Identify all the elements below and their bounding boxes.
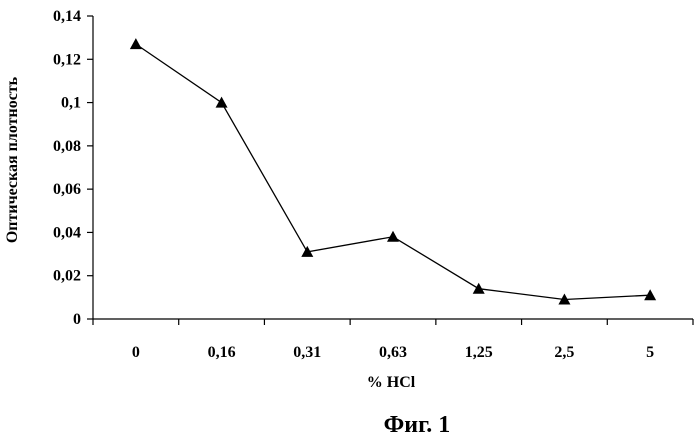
x-tick-label: 0,31 (293, 344, 321, 361)
y-axis-ticks: 0 0,02 0,04 0,06 0,08 0,1 0,12 0,14 (53, 8, 93, 328)
y-tick-label: 0,06 (53, 181, 81, 198)
data-point-marker (387, 231, 399, 242)
series-line (136, 44, 650, 299)
x-axis-title: % HCl (367, 374, 416, 391)
figure-caption: Фиг. 1 (384, 412, 451, 438)
x-tick-label: 2,5 (554, 344, 574, 361)
y-tick-label: 0,14 (53, 8, 81, 25)
x-tick-label: 5 (646, 344, 654, 361)
y-axis-title: Оптическая плотность (4, 76, 21, 243)
data-point-marker (644, 289, 656, 300)
y-tick-label: 0,1 (61, 95, 81, 112)
axes (93, 16, 693, 319)
y-tick-label: 0,08 (53, 138, 81, 155)
x-tick-label: 0,16 (208, 344, 236, 361)
y-tick-label: 0 (73, 311, 81, 328)
x-tick-label: 1,25 (465, 344, 493, 361)
data-point-marker (216, 97, 228, 108)
x-tick-label: 0 (132, 344, 140, 361)
data-point-marker (130, 38, 142, 49)
y-tick-label: 0,12 (53, 51, 81, 68)
y-tick-label: 0,04 (53, 224, 81, 241)
data-point-marker (473, 283, 485, 294)
x-tick-label: 0,63 (379, 344, 407, 361)
y-tick-label: 0,02 (53, 268, 81, 285)
data-series (130, 38, 656, 304)
x-axis-ticks: 0 0,16 0,31 0,63 1,25 2,5 5 (93, 319, 693, 361)
